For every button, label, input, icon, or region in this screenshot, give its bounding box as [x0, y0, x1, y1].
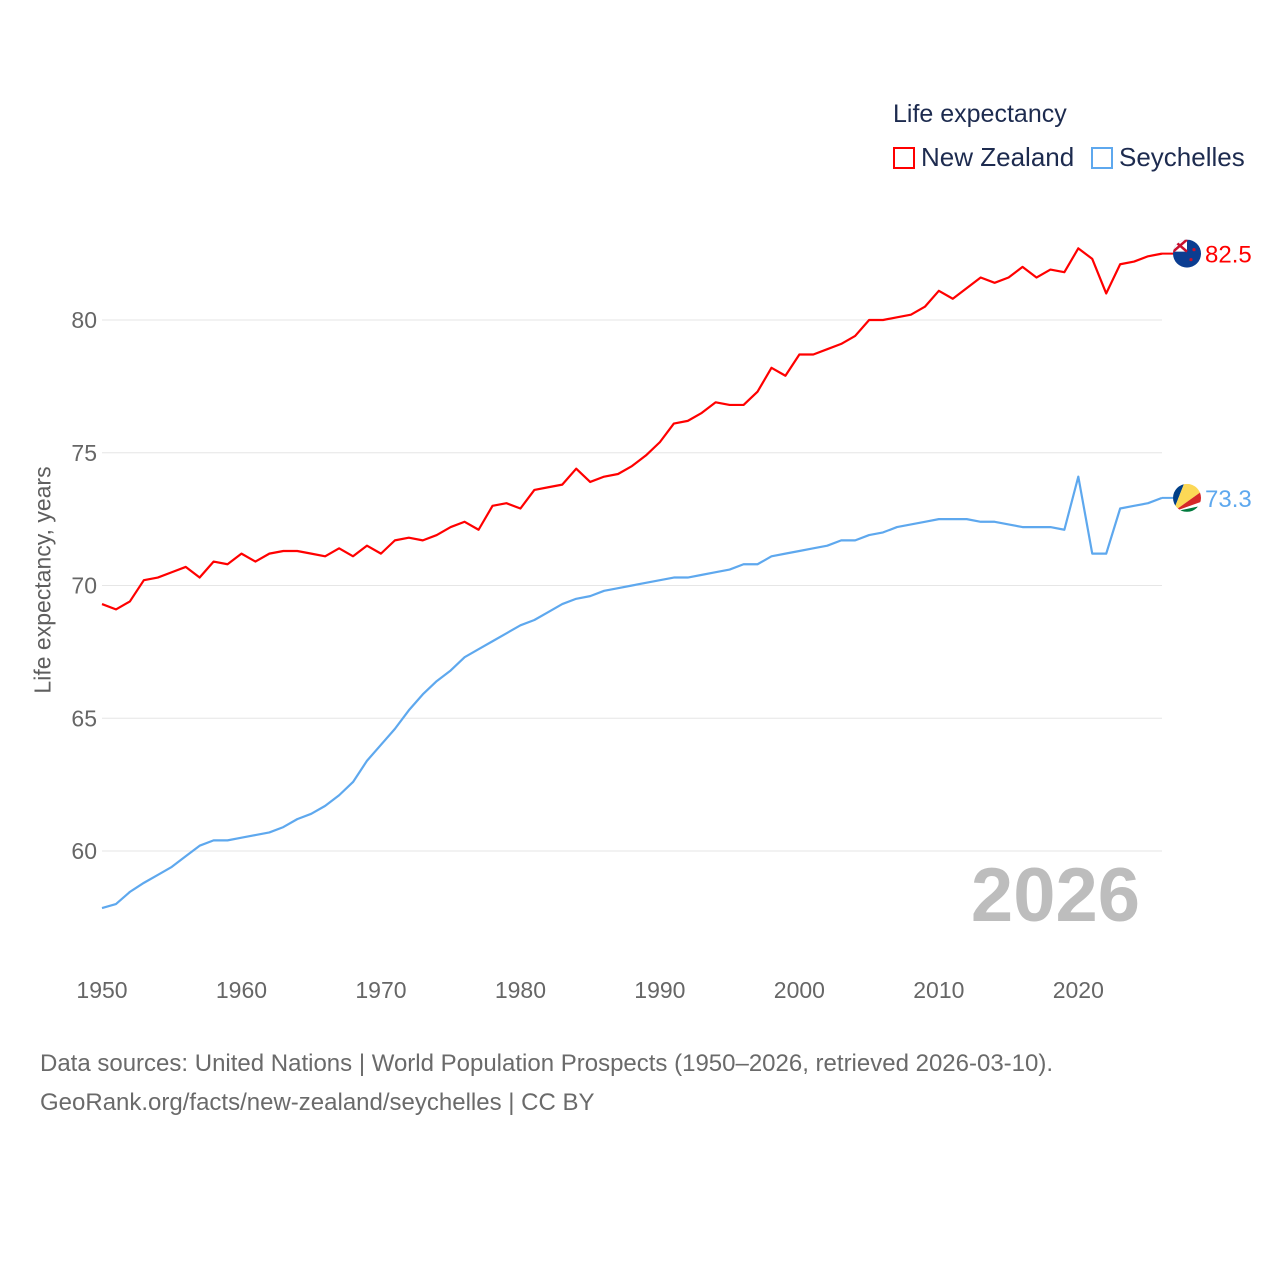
y-tick-label: 75	[71, 440, 97, 466]
legend-swatch	[893, 146, 915, 169]
x-tick-label: 1990	[634, 977, 685, 1003]
end-value-label-new-zealand: 82.5	[1205, 242, 1252, 269]
legend-title: Life expectancy	[893, 100, 1067, 128]
end-value-label-seychelles: 73.3	[1205, 486, 1252, 513]
source-link[interactable]: GeoRank.org/facts/new-zealand/seychelles…	[40, 1089, 595, 1116]
data-sources: Data sources: United Nations | World Pop…	[40, 1050, 1054, 1077]
x-tick-label: 1950	[76, 977, 127, 1003]
x-tick-label: 2020	[1053, 977, 1104, 1003]
new-zealand-flag-icon	[1173, 239, 1201, 268]
y-tick-label: 70	[71, 573, 97, 599]
series-line-new-zealand	[101, 247, 1163, 611]
y-tick-label: 60	[71, 838, 97, 864]
x-tick-label: 2000	[774, 977, 825, 1003]
current-year-label: 2026	[970, 853, 1140, 938]
series-line-seychelles	[101, 475, 1163, 910]
y-tick-label: 65	[71, 705, 97, 731]
legend-item-new-zealand[interactable]: New Zealand	[893, 142, 1074, 173]
legend-item-seychelles[interactable]: Seychelles	[1091, 142, 1245, 173]
x-tick-label: 1960	[216, 977, 267, 1003]
seychelles-flag-icon	[1173, 483, 1201, 512]
y-tick-label: 80	[71, 307, 97, 333]
y-axis-label: Life expectancy, years	[29, 466, 56, 694]
legend-label: Seychelles	[1119, 142, 1245, 172]
legend-swatch	[1091, 146, 1113, 169]
footer: Data sources: United Nations | World Pop…	[40, 1044, 1053, 1122]
x-tick-label: 1970	[355, 977, 406, 1003]
x-tick-label: 1980	[495, 977, 546, 1003]
x-tick-label: 2010	[913, 977, 964, 1003]
legend-label: New Zealand	[921, 142, 1075, 172]
